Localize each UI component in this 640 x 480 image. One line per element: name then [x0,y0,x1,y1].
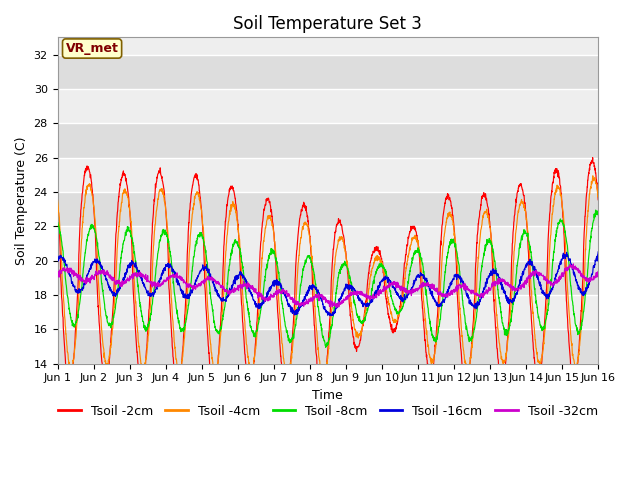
Bar [58,157,598,192]
X-axis label: Time: Time [312,389,343,402]
Y-axis label: Soil Temperature (C): Soil Temperature (C) [15,136,28,265]
Legend: Tsoil -2cm, Tsoil -4cm, Tsoil -8cm, Tsoil -16cm, Tsoil -32cm: Tsoil -2cm, Tsoil -4cm, Tsoil -8cm, Tsoi… [53,400,603,423]
Bar [58,329,598,364]
Bar [58,261,598,295]
Text: VR_met: VR_met [66,42,118,55]
Bar [58,55,598,89]
Bar [58,295,598,329]
Bar [58,89,598,123]
Bar [58,226,598,261]
Bar [58,123,598,157]
Title: Soil Temperature Set 3: Soil Temperature Set 3 [234,15,422,33]
Bar [58,192,598,226]
